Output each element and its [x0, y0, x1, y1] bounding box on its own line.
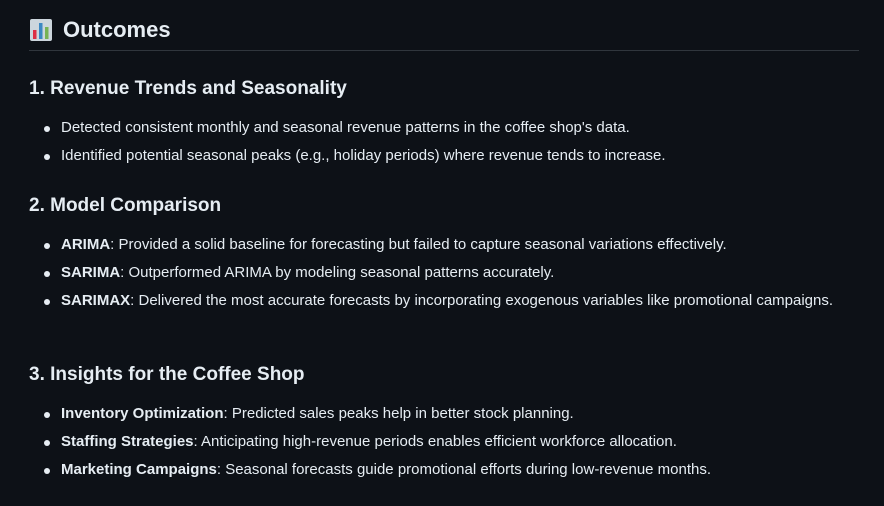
section-title-model-comparison: 2. Model Comparison [29, 195, 222, 216]
list-item-term: Staffing Strategies [61, 433, 194, 450]
revenue-trends-list: Detected consistent monthly and seasonal… [29, 116, 839, 172]
list-item: ARIMA: Provided a solid baseline for for… [29, 233, 839, 257]
list-item-text: : Predicted sales peaks help in better s… [223, 405, 574, 422]
list-item-text: Identified potential seasonal peaks (e.g… [61, 147, 666, 164]
list-item: Marketing Campaigns: Seasonal forecasts … [29, 458, 839, 482]
list-item-term: ARIMA [61, 236, 111, 253]
insights-list: Inventory Optimization: Predicted sales … [29, 402, 839, 486]
list-item-term: SARIMAX [61, 292, 131, 309]
list-item: Inventory Optimization: Predicted sales … [29, 402, 839, 426]
section-title-insights: 3. Insights for the Coffee Shop [29, 364, 305, 385]
model-comparison-list: ARIMA: Provided a solid baseline for for… [29, 233, 839, 317]
list-item-term: SARIMA [61, 264, 121, 281]
section-title-revenue-trends: 1. Revenue Trends and Seasonality [29, 78, 347, 99]
outcomes-heading: Outcomes [29, 12, 859, 51]
list-item-text: : Provided a solid baseline for forecast… [110, 236, 727, 253]
list-item-term: Inventory Optimization [61, 405, 224, 422]
list-item-text: : Delivered the most accurate forecasts … [130, 292, 834, 309]
list-item-term: Marketing Campaigns [61, 461, 217, 478]
list-item: SARIMA: Outperformed ARIMA by modeling s… [29, 261, 839, 285]
list-item: SARIMAX: Delivered the most accurate for… [29, 289, 839, 313]
list-item: Staffing Strategies: Anticipating high-r… [29, 430, 839, 454]
list-item-text: Detected consistent monthly and seasonal… [61, 119, 630, 136]
page-title: Outcomes [63, 17, 171, 42]
list-item: Detected consistent monthly and seasonal… [29, 116, 839, 140]
list-item-text: : Outperformed ARIMA by modeling seasona… [120, 264, 555, 281]
bar-chart-icon [29, 18, 53, 42]
list-item: Identified potential seasonal peaks (e.g… [29, 144, 839, 168]
list-item-text: : Anticipating high-revenue periods enab… [193, 433, 677, 450]
list-item-text: : Seasonal forecasts guide promotional e… [216, 461, 712, 478]
